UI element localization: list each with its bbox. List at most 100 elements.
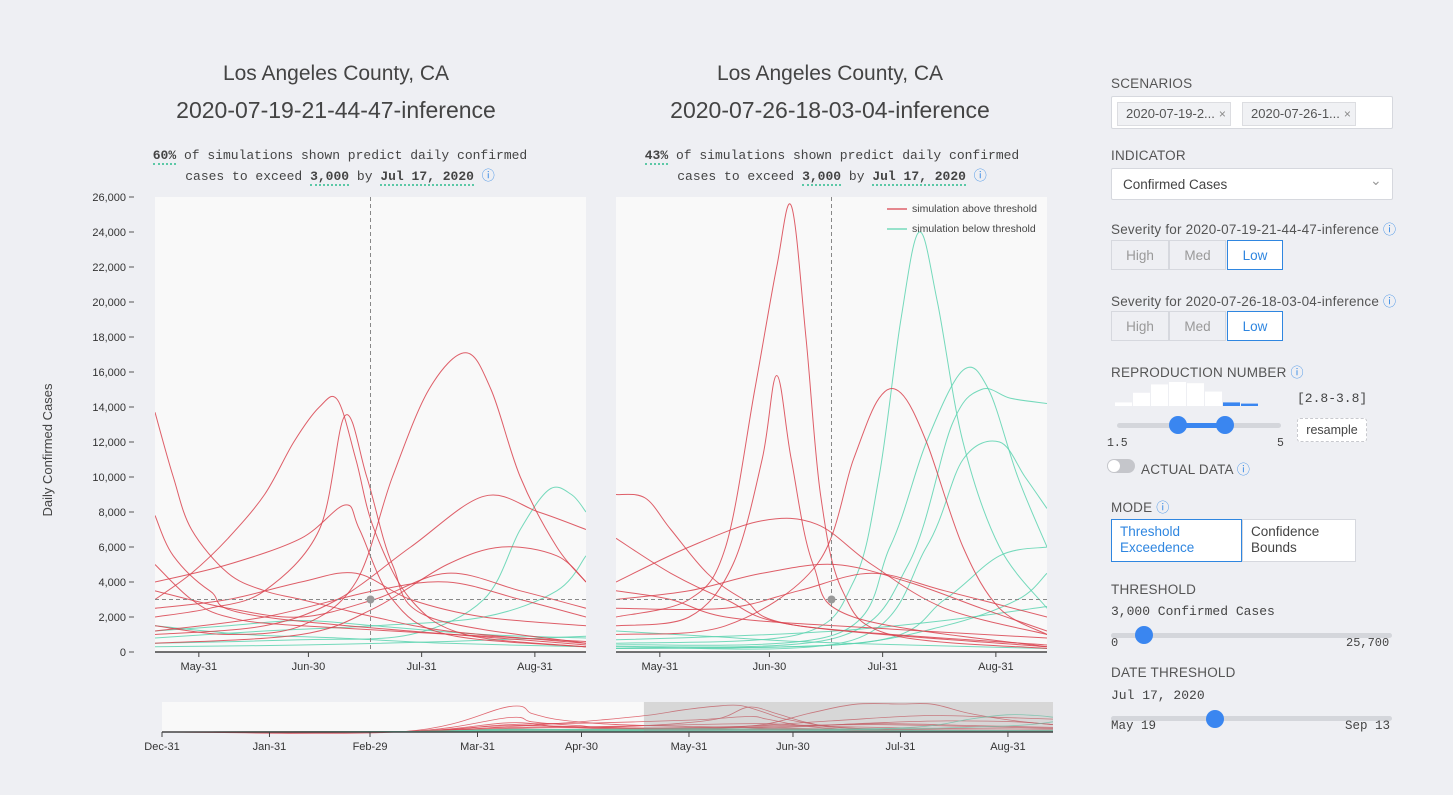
mode-confidence-button[interactable]: Confidence Bounds [1242,519,1356,562]
series-line-sim-2 [616,203,1047,649]
mode-label: MODE ⓘ [1111,497,1169,516]
x-tick-label: Aug-31 [978,661,1013,673]
y-tick-label: 0 [120,647,126,659]
series-line-sim-1 [155,412,586,644]
severity2-med-button[interactable]: Med [1169,311,1226,341]
overview-timeline[interactable]: Dec-31 Jan-31 Feb-29 Mar-31 Apr-30 May-31 Jun-… [144,702,1054,753]
right-summary-mid: cases to exceed [677,169,795,184]
y-tick-label: 2,000 [98,612,126,624]
chart-left[interactable]: May-31 Jun-30 Jul-31 Aug-31 [155,197,586,673]
histogram-bar [1169,382,1186,406]
histogram-bar [1205,391,1222,406]
left-summary-pct: 60% [152,148,177,165]
indicator-select[interactable]: Confirmed Cases ⌄ [1111,168,1393,200]
date-threshold-value: Jul 17, 2020 [1111,688,1205,703]
series-line-sim-5 [616,517,1047,635]
legend-below-label: simulation below threshold [912,223,1036,235]
scenarios-label: SCENARIOS [1111,76,1193,91]
y-tick-label: 6,000 [98,542,126,554]
x-tick-label: Aug-31 [517,661,552,673]
severity2-text: Severity for 2020-07-26-18-03-04-inferen… [1111,294,1380,309]
series-line-sim-16 [616,630,1047,649]
x-tick-label: Jul-31 [407,661,437,673]
series-line-sim-12 [616,388,1047,648]
severity1-med-button[interactable]: Med [1169,240,1226,270]
severity1-text: Severity for 2020-07-19-21-44-47-inferen… [1111,222,1380,237]
threshold-slider-track[interactable] [1111,633,1392,638]
series-line-sim-16 [155,635,586,648]
threshold-value: 3,000 Confirmed Cases [1111,604,1275,619]
severity1-info-icon[interactable]: ⓘ [1383,223,1397,238]
series-line-sim-8 [616,572,1047,618]
reproduction-slider-max-handle[interactable] [1216,416,1234,434]
close-icon[interactable]: × [1343,107,1351,121]
severity2-high-button[interactable]: High [1111,311,1169,341]
resample-button[interactable]: resample [1297,418,1367,442]
histogram-bar [1241,403,1258,406]
histogram-bar [1151,384,1168,406]
scenario-chip-1[interactable]: 2020-07-19-2... × [1117,102,1231,126]
overview-tick-label: Mar-31 [460,741,495,753]
legend-above-label: simulation above threshold [912,203,1037,215]
series-line-sim-6 [616,537,1047,646]
y-tick-label: 10,000 [92,472,126,484]
scenario-chip-2[interactable]: 2020-07-26-1... × [1242,102,1356,126]
left-summary-info-icon[interactable]: ⓘ [481,169,495,184]
left-chart-summary: 60% of simulations shown predict daily c… [130,145,550,187]
series-line-sim-4 [155,352,586,636]
date-slider-track[interactable] [1111,716,1392,721]
severity1-segmented: High Med Low [1111,240,1283,270]
date-threshold-label: DATE THRESHOLD [1111,665,1236,680]
overview-tick-label: May-31 [671,741,708,753]
overview-tick-label: Jan-31 [253,741,287,753]
severity1-high-button[interactable]: High [1111,240,1169,270]
threshold-slider-handle[interactable] [1134,626,1153,644]
overview-tick-label: Jul-31 [885,741,915,753]
date-slider-handle[interactable] [1205,710,1224,728]
reproduction-max: 5 [1277,437,1284,450]
left-chart-county: Los Angeles County, CA [222,62,450,85]
charts-svg: Daily Confirmed Cases 0 2,000 4,000 6,000 8,… [40,192,1054,753]
threshold-max: 25,700 [1346,636,1390,650]
overview-tick-label: Apr-30 [565,741,598,753]
y-axis-label: Daily Confirmed Cases [40,383,55,516]
severity2-low-button[interactable]: Low [1227,311,1283,341]
y-tick-label: 14,000 [92,402,126,414]
right-chart-summary: 43% of simulations shown predict daily c… [622,145,1042,187]
close-icon[interactable]: × [1218,107,1226,121]
actual-data-text: ACTUAL DATA [1141,462,1233,477]
series-group [155,352,586,648]
actual-data-toggle-knob [1108,460,1120,472]
actual-data-toggle[interactable] [1107,459,1135,473]
overview-tick-label: Jun-30 [776,741,810,753]
y-tick-label: 16,000 [92,367,126,379]
severity2-segmented: High Med Low [1111,311,1283,341]
mode-threshold-button[interactable]: Threshold Exceedence [1111,519,1242,562]
right-summary-pre: of simulations shown predict daily confi… [675,148,1020,163]
left-chart-run: 2020-07-19-21-44-47-inference [176,97,496,123]
y-tick-label: 24,000 [92,227,126,239]
severity1-label: Severity for 2020-07-19-21-44-47-inferen… [1111,219,1396,238]
mode-info-icon[interactable]: ⓘ [1156,501,1170,516]
left-summary-date: Jul 17, 2020 [380,169,474,186]
overview-tick-label: Dec-31 [144,741,179,753]
chart-right[interactable]: May-31 Jun-30 Jul-31 Aug-31 [616,197,1047,673]
actual-data-info-icon[interactable]: ⓘ [1236,463,1251,478]
severity1-low-button[interactable]: Low [1227,240,1283,270]
histogram-bar [1133,392,1150,406]
scenarios-select[interactable]: 2020-07-19-2... × 2020-07-26-1... × [1111,96,1393,129]
left-summary-mid: cases to exceed [185,169,303,184]
reproduction-slider-min-handle[interactable] [1169,416,1187,434]
scenario-chip-1-label: 2020-07-19-2... [1126,106,1215,121]
y-tick-label: 12,000 [92,437,126,449]
right-summary-info-icon[interactable]: ⓘ [973,169,987,184]
series-line-sim-17 [155,625,586,648]
series-line-sim-7 [155,494,586,635]
x-tick-label: Jun-30 [753,661,787,673]
reproduction-slider-range [1178,423,1225,428]
reproduction-info-icon[interactable]: ⓘ [1290,366,1304,381]
series-line-sim-2 [155,395,586,648]
series-line-sim-1 [616,493,1047,648]
severity2-info-icon[interactable]: ⓘ [1383,295,1397,310]
series-line-sim-4 [616,388,1047,635]
